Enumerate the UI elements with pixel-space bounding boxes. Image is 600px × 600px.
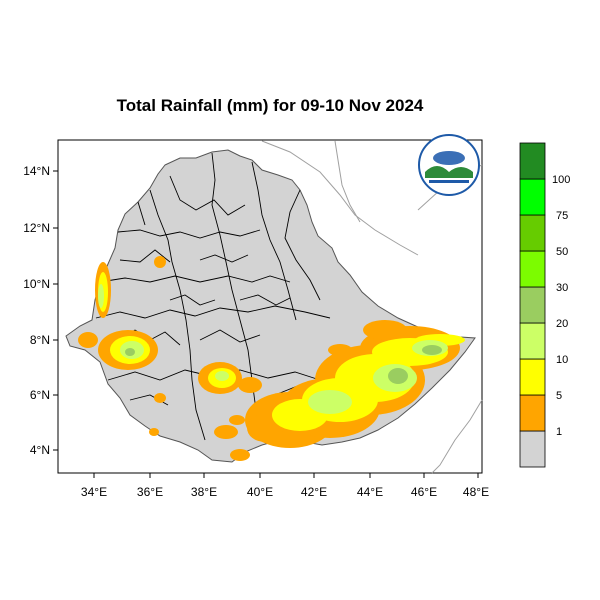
colorbar-label: 50 [556, 246, 568, 258]
colorbar-label: 5 [556, 390, 562, 402]
x-tick-label: 38°E [191, 485, 217, 499]
colorbar-swatch [519, 394, 546, 432]
x-tick-label: 42°E [301, 485, 327, 499]
colorbar-swatch [519, 358, 546, 396]
colorbar-label: 30 [556, 282, 568, 294]
colorbar: 1 5 10 20 30 50 75 100 [519, 142, 570, 468]
colorbar-swatch [519, 430, 546, 468]
colorbar-label: 75 [556, 210, 568, 222]
colorbar-swatch [519, 250, 546, 288]
colorbar-label: 1 [556, 426, 562, 438]
y-tick-label: 8°N [30, 333, 50, 347]
y-axis-ticks [53, 170, 58, 451]
colorbar-swatch [519, 286, 546, 324]
colorbar-label: 20 [556, 318, 568, 330]
map-title: Total Rainfall (mm) for 09-10 Nov 2024 [116, 96, 424, 115]
x-tick-label: 40°E [247, 485, 273, 499]
colorbar-swatch [519, 142, 546, 180]
x-tick-label: 36°E [137, 485, 163, 499]
y-tick-label: 6°N [30, 388, 50, 402]
x-tick-label: 48°E [463, 485, 489, 499]
x-axis-ticks [93, 473, 479, 478]
colorbar-swatch [519, 178, 546, 216]
rainfall-shading [78, 256, 465, 461]
y-tick-label: 14°N [23, 164, 50, 178]
colorbar-label: 100 [552, 174, 570, 186]
colorbar-label: 10 [556, 354, 568, 366]
y-tick-label: 10°N [23, 277, 50, 291]
colorbar-swatch [519, 214, 546, 252]
y-tick-label: 4°N [30, 443, 50, 457]
x-tick-label: 44°E [357, 485, 383, 499]
ethiopian-meteorology-institute-logo [418, 134, 480, 196]
x-tick-label: 46°E [411, 485, 437, 499]
colorbar-swatch [519, 322, 546, 360]
x-tick-label: 34°E [81, 485, 107, 499]
y-tick-label: 12°N [23, 221, 50, 235]
